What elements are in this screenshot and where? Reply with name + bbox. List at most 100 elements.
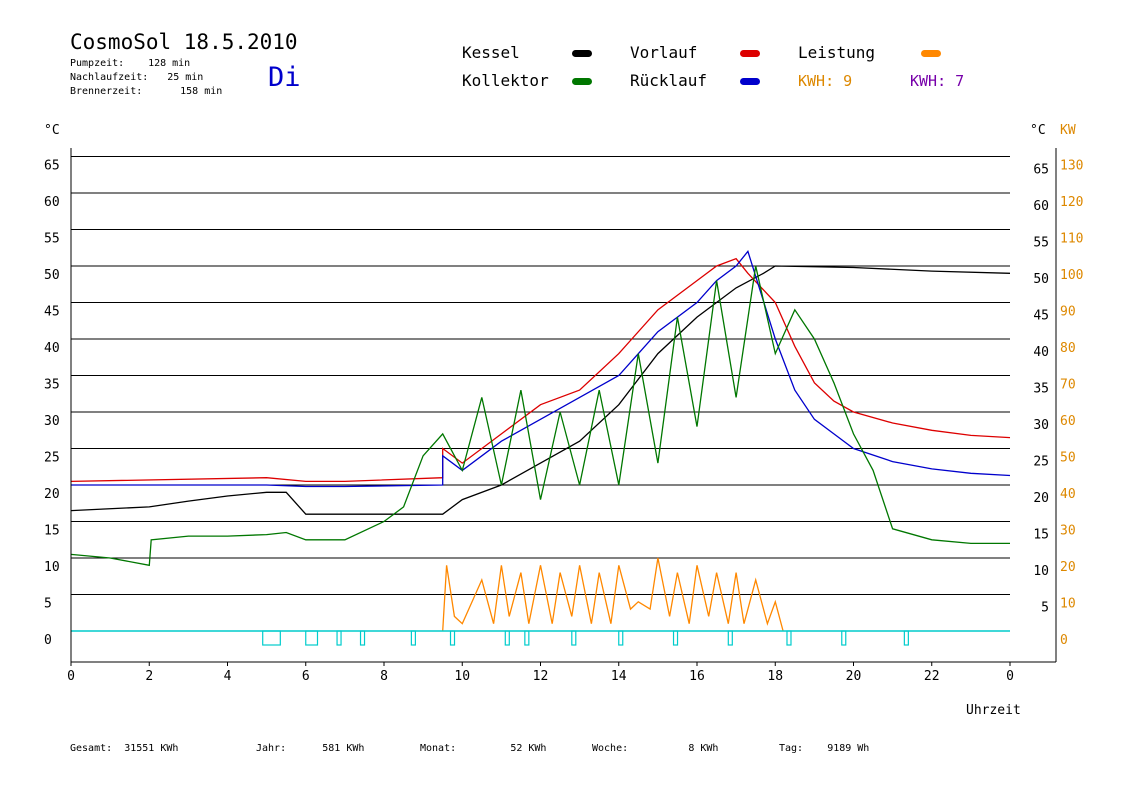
footer-monat: Monat: 52 KWh	[420, 743, 546, 754]
y-tick-label-left: 40	[44, 341, 60, 356]
y-tick-label-left: 10	[44, 560, 60, 575]
burner-marker	[336, 630, 342, 646]
y-tick-label-right-temp: 15	[1033, 528, 1049, 543]
chart-title: CosmoSol 18.5.2010	[70, 30, 298, 54]
burner-marker	[504, 630, 510, 646]
y-tick-label-right-temp: 25	[1033, 455, 1049, 470]
y-tick-label-right-power: 40	[1060, 487, 1076, 502]
y-tick-label-left: 0	[44, 633, 52, 648]
info-value: 158 min	[180, 86, 223, 97]
y-tick-label-right-power: 130	[1060, 159, 1083, 174]
x-tick-label: 2	[145, 669, 153, 684]
legend-leistung-swatch	[921, 50, 941, 57]
y-tick-label-right-power: 70	[1060, 378, 1076, 393]
info-value: 25 min	[167, 72, 204, 83]
burner-marker	[903, 630, 909, 646]
info-label: Brennerzeit:	[70, 86, 143, 97]
footer-value: 9189 Wh	[827, 743, 870, 754]
burner-marker	[410, 630, 416, 646]
footer-label: Jahr:	[256, 743, 287, 754]
y-tick-label-right-temp: 10	[1033, 564, 1049, 579]
footer-value: 31551 KWh	[124, 743, 179, 754]
chart-axes	[70, 148, 1057, 663]
footer-label: Monat:	[420, 743, 457, 754]
info-label: Pumpzeit:	[70, 58, 125, 69]
chart-grid	[71, 156, 1010, 595]
y-tick-label-right-power: 60	[1060, 414, 1076, 429]
y-tick-label-right-temp: 65	[1033, 163, 1049, 178]
y-tick-label-right-temp: 50	[1033, 272, 1049, 287]
burner-marker	[359, 630, 366, 646]
x-tick-label: 22	[924, 669, 940, 684]
burner-marker	[262, 630, 281, 646]
legend-ruecklauf-swatch	[740, 78, 760, 85]
y-tick-label-right-temp: 55	[1033, 236, 1049, 251]
y-axis-label-left: °C	[44, 123, 60, 138]
burner-marker	[727, 630, 733, 646]
series-line-kessel	[70, 265, 1011, 515]
x-tick-label: 16	[689, 669, 705, 684]
footer-jahr: Jahr: 581 KWh	[256, 743, 364, 754]
y-tick-label-left: 5	[44, 597, 52, 612]
burner-markers	[262, 630, 909, 646]
y-tick-label-right-temp: 40	[1033, 345, 1049, 360]
burner-marker	[618, 630, 624, 646]
burner-marker	[449, 630, 456, 646]
y-tick-label-left: 15	[44, 524, 60, 539]
footer-woche: Woche: 8 KWh	[592, 743, 718, 754]
kwh-purple-label: KWH: 7	[910, 72, 965, 90]
x-axis-label: Uhrzeit	[966, 703, 1021, 718]
footer-value: 8 KWh	[688, 743, 719, 754]
legend-kollektor-label: Kollektor	[462, 71, 549, 90]
info-value: 128 min	[148, 58, 191, 69]
info-brennerzeit: Brennerzeit: 158 min	[70, 85, 222, 99]
footer-value: 52 KWh	[510, 743, 547, 754]
kwh-orange-label: KWH: 9	[798, 72, 853, 90]
burner-marker	[786, 630, 792, 646]
y-tick-label-left: 55	[44, 232, 60, 247]
footer-value: 581 KWh	[322, 743, 365, 754]
y-tick-label-right-power: 10	[1060, 597, 1076, 612]
burner-marker	[305, 630, 319, 646]
x-tick-label: 0	[1006, 669, 1014, 684]
y-tick-label-right-power: 0	[1060, 633, 1068, 648]
weekday-label: Di	[268, 62, 301, 93]
legend-kessel-label: Kessel	[462, 43, 520, 62]
series-line-vorlauf	[70, 257, 1011, 483]
x-tick-label: 6	[302, 669, 310, 684]
y-tick-label-right-power: 80	[1060, 341, 1076, 356]
legend-vorlauf-label: Vorlauf	[630, 43, 698, 62]
chart-series	[70, 250, 1011, 632]
y-axis-label-right-temp: °C	[1030, 123, 1046, 138]
burner-marker	[841, 630, 847, 646]
chart-ticks: 0510152025303540455055606551015202530354…	[44, 159, 1083, 685]
y-tick-label-right-power: 20	[1060, 560, 1076, 575]
footer-tag: Tag: 9189 Wh	[779, 743, 869, 754]
y-tick-label-left: 30	[44, 414, 60, 429]
legend-vorlauf-swatch	[740, 50, 760, 57]
y-tick-label-left: 35	[44, 378, 60, 393]
info-pumpzeit: Pumpzeit: 128 min	[70, 57, 190, 71]
y-tick-label-right-power: 120	[1060, 195, 1083, 210]
x-tick-label: 14	[611, 669, 627, 684]
burner-marker	[524, 630, 530, 646]
series-line-kollektor	[70, 265, 1010, 567]
y-tick-label-right-temp: 5	[1041, 601, 1049, 616]
legend-kessel-swatch	[572, 50, 592, 57]
info-label: Nachlaufzeit:	[70, 72, 149, 83]
legend-ruecklauf-label: Rücklauf	[630, 71, 708, 90]
footer-label: Tag:	[779, 743, 804, 754]
y-tick-label-left: 60	[44, 195, 60, 210]
series-line-leistung	[442, 557, 784, 632]
x-tick-label: 4	[224, 669, 232, 684]
legend-kollektor-swatch	[572, 78, 592, 85]
y-tick-label-right-power: 90	[1060, 305, 1076, 320]
x-tick-label: 0	[67, 669, 75, 684]
x-tick-label: 20	[846, 669, 862, 684]
y-axis-label-right-power: KW	[1060, 123, 1076, 138]
y-tick-label-left: 20	[44, 487, 60, 502]
y-tick-label-right-power: 110	[1060, 232, 1083, 247]
y-tick-label-right-temp: 30	[1033, 418, 1049, 433]
x-tick-label: 18	[767, 669, 783, 684]
